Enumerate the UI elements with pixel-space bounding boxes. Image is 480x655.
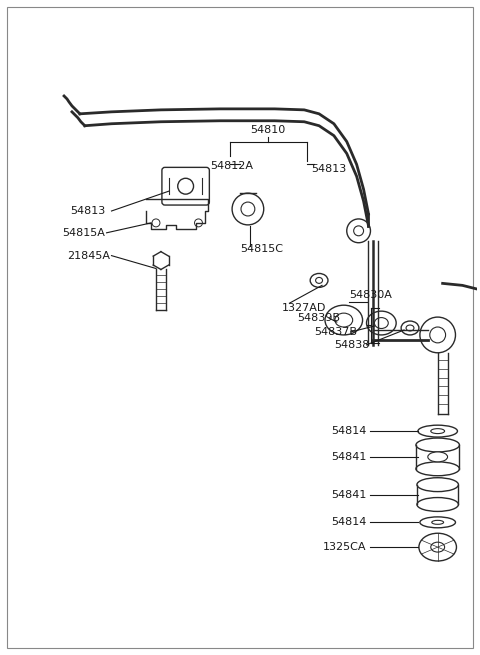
Text: 1325CA: 1325CA xyxy=(323,542,367,552)
Text: 21845A: 21845A xyxy=(67,251,110,261)
Text: 54839B: 54839B xyxy=(297,313,340,323)
Ellipse shape xyxy=(419,533,456,561)
Ellipse shape xyxy=(420,517,456,528)
Text: 54814: 54814 xyxy=(331,517,366,527)
Circle shape xyxy=(152,219,160,227)
Text: 54815A: 54815A xyxy=(62,228,105,238)
Ellipse shape xyxy=(367,311,396,335)
Ellipse shape xyxy=(401,321,419,335)
Ellipse shape xyxy=(316,278,323,284)
Text: 1327AD: 1327AD xyxy=(281,303,326,313)
Ellipse shape xyxy=(431,542,444,552)
Ellipse shape xyxy=(431,428,444,434)
Circle shape xyxy=(232,193,264,225)
Text: 54841: 54841 xyxy=(331,452,366,462)
Text: 54815C: 54815C xyxy=(240,244,283,253)
Ellipse shape xyxy=(335,313,353,327)
Text: 54812A: 54812A xyxy=(210,161,253,172)
Circle shape xyxy=(194,219,203,227)
FancyBboxPatch shape xyxy=(162,168,209,205)
Ellipse shape xyxy=(417,477,458,492)
Ellipse shape xyxy=(428,452,447,462)
Circle shape xyxy=(354,226,363,236)
Ellipse shape xyxy=(416,462,459,476)
Text: 54830A: 54830A xyxy=(349,290,392,300)
Circle shape xyxy=(241,202,255,216)
Ellipse shape xyxy=(432,520,444,524)
Circle shape xyxy=(420,317,456,353)
Text: 54814: 54814 xyxy=(331,426,366,436)
Text: 54841: 54841 xyxy=(331,489,366,500)
Ellipse shape xyxy=(310,273,328,288)
Circle shape xyxy=(430,327,445,343)
Text: 54810: 54810 xyxy=(250,124,285,135)
Text: 54838: 54838 xyxy=(334,340,369,350)
Ellipse shape xyxy=(406,325,414,331)
Ellipse shape xyxy=(416,438,459,452)
Ellipse shape xyxy=(418,425,457,437)
Circle shape xyxy=(178,178,193,194)
Text: 54813: 54813 xyxy=(311,164,347,174)
Text: 54837B: 54837B xyxy=(314,327,357,337)
Ellipse shape xyxy=(325,305,362,335)
Ellipse shape xyxy=(374,318,388,329)
Ellipse shape xyxy=(417,498,458,512)
Circle shape xyxy=(347,219,371,243)
Text: 54813: 54813 xyxy=(70,206,105,216)
